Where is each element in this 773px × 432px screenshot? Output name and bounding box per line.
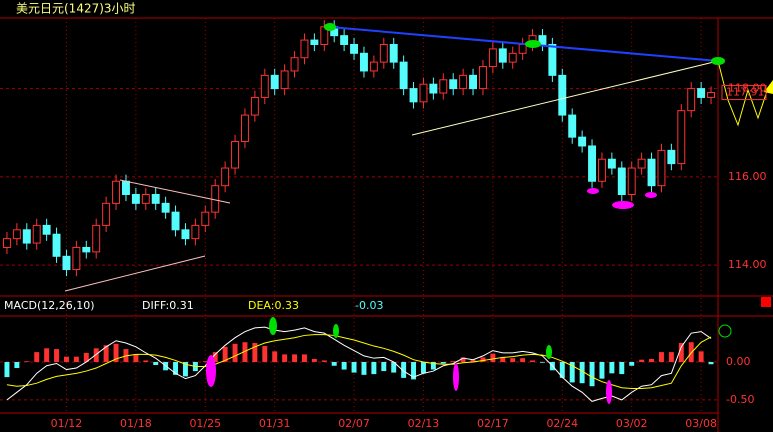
- candle-body: [399, 61, 408, 90]
- y-tick-label: -0.50: [726, 393, 754, 406]
- candle-body: [161, 202, 170, 213]
- candle-body: [429, 83, 438, 94]
- chart-title: 美元日元(1427)3小时: [16, 2, 136, 16]
- y-tick-label: 0.00: [726, 355, 751, 368]
- x-tick-label: 01/25: [189, 417, 221, 430]
- diff-text: DIFF:0.31: [142, 299, 194, 312]
- candle-body: [280, 70, 289, 90]
- candle-body: [340, 35, 349, 45]
- candle-body: [112, 180, 121, 204]
- x-tick-label: 02/24: [546, 417, 578, 430]
- dea-line: [6, 334, 712, 389]
- candle-body: [62, 255, 71, 271]
- candle-body: [637, 158, 646, 169]
- candle-body: [588, 145, 597, 182]
- candle-body: [72, 246, 81, 271]
- candle-body: [32, 224, 41, 244]
- diff-line: [6, 326, 712, 402]
- candle-body: [12, 229, 21, 240]
- candle-body: [92, 224, 101, 253]
- candle-body: [290, 57, 299, 72]
- annotations: [64, 23, 773, 404]
- candle-body: [568, 114, 577, 138]
- candle-body: [498, 48, 507, 63]
- candle-body: [359, 52, 368, 72]
- candle-body: [478, 66, 487, 90]
- x-tick-label: 03/08: [685, 417, 717, 430]
- x-tick-label: 01/31: [259, 417, 291, 430]
- x-tick-label: 02/07: [338, 417, 370, 430]
- x-tick-label: 01/18: [120, 417, 152, 430]
- candle-body: [270, 74, 279, 90]
- last-price-box: [721, 85, 767, 101]
- candle-body: [449, 79, 458, 90]
- y-tick-label: 118.00: [728, 82, 767, 95]
- candle-body: [350, 43, 359, 54]
- candle-body: [121, 180, 130, 196]
- candle-body: [677, 110, 686, 165]
- candle-body: [82, 246, 91, 253]
- candle-body: [240, 114, 249, 143]
- candle-body: [439, 79, 448, 94]
- candle-body: [697, 88, 706, 98]
- candle-body: [578, 136, 587, 147]
- candle-body: [171, 211, 180, 231]
- candle-body: [2, 238, 11, 248]
- candle-body: [538, 35, 547, 45]
- candle-body: [687, 88, 696, 112]
- candle-body: [617, 167, 626, 196]
- candle-body: [647, 158, 656, 187]
- x-tick-label: 01/12: [51, 417, 83, 430]
- candle-body: [488, 48, 497, 68]
- candle-body: [667, 149, 676, 165]
- candle-body: [250, 96, 259, 116]
- candle-body: [627, 167, 636, 196]
- candle-body: [22, 229, 31, 244]
- candle-body: [548, 43, 557, 76]
- candle-body: [558, 74, 567, 116]
- candle-body: [231, 141, 240, 169]
- candle-body: [300, 39, 309, 59]
- candle-body: [221, 167, 230, 187]
- candle-body: [141, 194, 150, 204]
- candle-body: [508, 52, 517, 63]
- candle-body: [707, 92, 716, 98]
- candle-body: [469, 74, 478, 90]
- macd-text: -0.03: [355, 299, 383, 312]
- candle-body: [369, 61, 378, 72]
- x-tick-label: 03/02: [616, 417, 648, 430]
- candle-body: [607, 158, 616, 169]
- candle-body: [389, 43, 398, 63]
- candle-body: [260, 74, 269, 98]
- y-tick-label: 114.00: [728, 258, 767, 271]
- candle-body: [191, 224, 200, 240]
- candle-body: [181, 229, 190, 240]
- candle-body: [419, 83, 428, 103]
- x-tick-label: 02/17: [477, 417, 509, 430]
- frame: [0, 17, 773, 432]
- candle-body: [409, 88, 418, 103]
- candle-body: [379, 43, 388, 63]
- candle-body: [52, 233, 61, 257]
- candle-body: [151, 194, 160, 204]
- dea-text: DEA:0.33: [248, 299, 299, 312]
- candle-body: [102, 202, 111, 226]
- candle-body: [459, 74, 468, 90]
- candle-body: [42, 224, 51, 235]
- candle-body: [597, 158, 606, 182]
- y-tick-label: 116.00: [728, 170, 767, 183]
- candle-body: [131, 194, 140, 204]
- candle-body: [657, 149, 666, 187]
- candle-body: [201, 211, 210, 226]
- macd-name: MACD(12,26,10): [4, 299, 95, 312]
- candle-body: [310, 39, 319, 45]
- last-price: 117.91: [726, 86, 765, 99]
- x-tick-label: 02/13: [408, 417, 440, 430]
- candle-body: [518, 43, 527, 54]
